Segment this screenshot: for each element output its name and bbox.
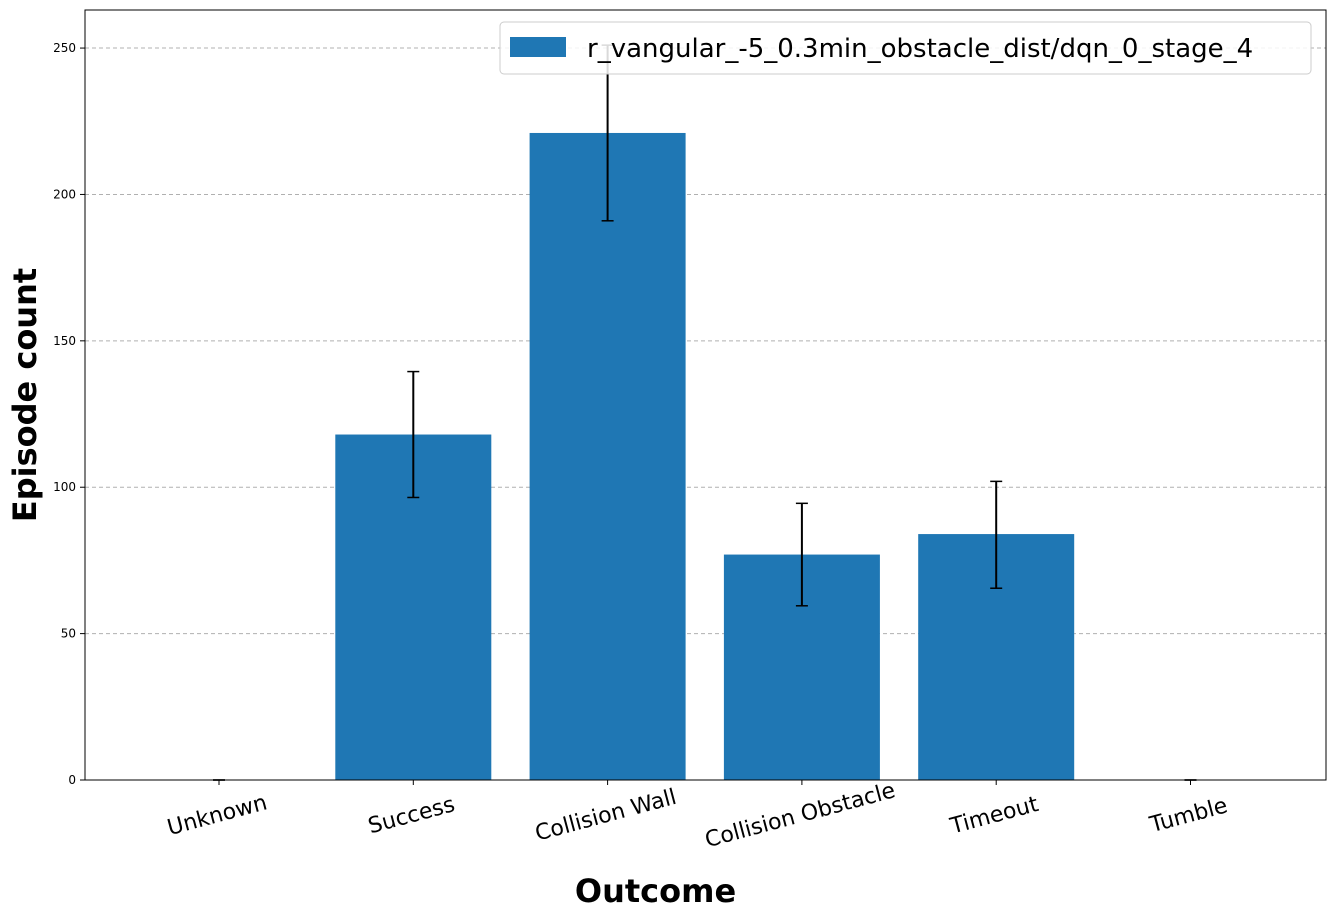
x-axis-ticks: Unknown Success Collision Wall Collision Ob… — [165, 778, 1231, 853]
bars — [335, 132, 1075, 781]
y-tick-label: 250 — [53, 41, 76, 55]
y-axis-ticks: 0 50 100 150 200 250 — [53, 41, 85, 787]
legend: r_vangular_-5_0.3min_obstacle_dist/dqn_0… — [499, 21, 1312, 75]
y-tick-label: 200 — [53, 187, 76, 201]
legend-swatch — [510, 37, 566, 57]
x-tick-label: Tumble — [1146, 793, 1230, 838]
x-tick-label: Collision Obstacle — [702, 778, 898, 853]
x-tick-label: Timeout — [947, 792, 1042, 840]
plot-frame — [84, 9, 1327, 781]
y-tick-label: 150 — [53, 334, 76, 348]
x-tick-label: Unknown — [165, 790, 270, 841]
x-axis-title: Outcome — [575, 872, 736, 910]
legend-label: r_vangular_-5_0.3min_obstacle_dist/dqn_0… — [587, 34, 1253, 64]
x-tick-label: Collision Wall — [533, 785, 680, 847]
y-tick-label: 50 — [61, 627, 76, 641]
bar — [529, 132, 686, 781]
y-axis-title: Episode count — [6, 268, 44, 522]
legend-box — [499, 21, 1312, 75]
y-tick-label: 0 — [68, 773, 76, 787]
grid-lines — [85, 47, 1326, 635]
y-tick-label: 100 — [53, 480, 76, 494]
x-tick-label: Success — [366, 792, 458, 839]
